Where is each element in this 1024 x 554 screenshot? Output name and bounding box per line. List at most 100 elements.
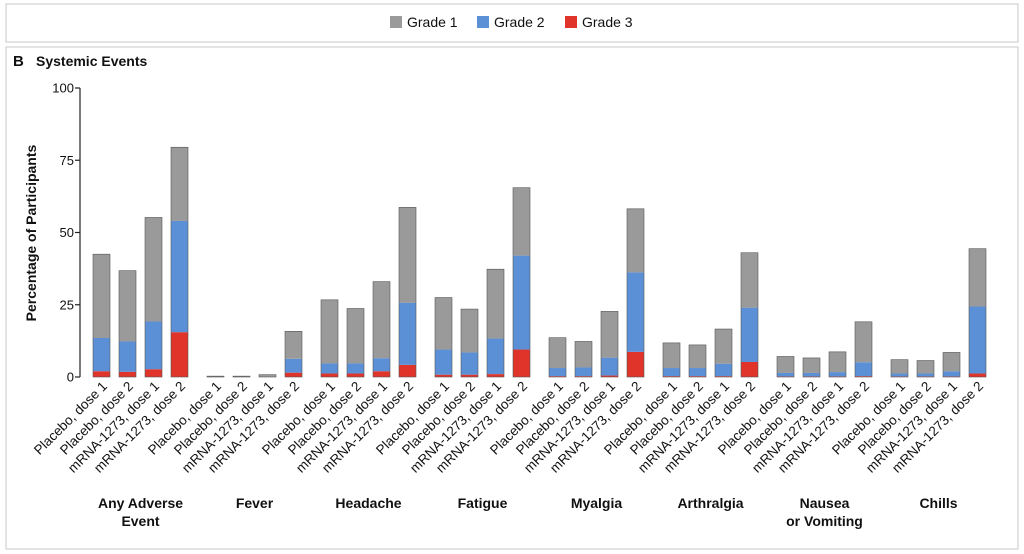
bar-grade2 [741,307,758,362]
bar-outline [372,281,391,378]
bar-grade1 [575,341,592,368]
bar-grade3 [435,374,452,377]
bar-outline [284,331,303,378]
bar-outline [916,360,935,378]
bar-grade2 [663,368,680,377]
group-label: Fatigue [458,495,508,511]
group-label: Myalgia [571,495,623,511]
bar-grade2 [943,371,960,377]
bar-outline [828,351,847,378]
y-tick-label: 0 [67,370,74,385]
bar-grade1 [259,374,276,377]
bar-grade3 [513,349,530,377]
bar-grade2 [285,358,302,373]
bar-grade3 [601,375,618,377]
legend-label-1: Grade 1 [407,14,458,30]
bar-grade3 [399,364,416,377]
bar-grade3 [487,374,504,377]
bar-outline [600,311,619,378]
group-label: Fever [236,495,274,511]
bar-outline [346,308,365,378]
bar-grade2 [549,368,566,377]
bar-grade1 [663,342,680,369]
bar-grade2 [171,220,188,333]
chart-title: Systemic Events [36,53,147,69]
bar-grade1 [435,297,452,350]
legend-box [5,3,1019,43]
bar-grade3 [741,361,758,377]
bar-grade1 [777,356,794,373]
bar-outline [688,344,707,378]
bar-grade1 [715,329,732,364]
bar-grade1 [891,359,908,374]
bar-grade2 [689,368,706,377]
group-label: Chills [919,495,957,511]
bar-grade2 [627,272,644,352]
bar-grade1 [549,337,566,369]
bar-grade2 [715,363,732,377]
bar-grade1 [373,281,390,359]
bar-outline [170,146,189,378]
bar-grade2 [321,363,338,374]
bar-outline [258,374,277,378]
bar-outline [548,337,567,378]
bar-outline [398,207,417,378]
bar-outline [714,328,733,378]
bar-grade3 [855,376,872,377]
group-label: Nausea [800,495,850,511]
bar-outline [486,268,505,378]
legend-swatch-2 [477,16,489,28]
bar-grade1 [513,187,530,256]
y-tick-label: 100 [52,81,74,96]
group-label: Arthralgia [677,495,743,511]
bar-outline [776,356,795,378]
bar-outline [854,321,873,378]
bar-grade3 [663,376,680,377]
legend-label-3: Grade 3 [582,14,633,30]
bar-grade2 [601,357,618,376]
bar-grade2 [145,321,162,370]
bar-outline [802,357,821,378]
bar-grade2 [435,349,452,375]
group-label: Event [121,513,159,529]
bar-grade1 [943,352,960,372]
bar-grade3 [347,373,364,377]
bar-grade3 [461,374,478,377]
bar-outline [740,252,759,378]
bar-grade1 [855,321,872,363]
bar-outline [626,208,645,378]
bar-grade3 [575,376,592,377]
y-tick-label: 25 [60,297,74,312]
bar-grade2 [829,372,846,377]
bar-outline [942,352,961,378]
bar-grade3 [373,371,390,377]
bar-grade1 [321,299,338,364]
bar-grade2 [917,373,934,377]
bar-outline [232,375,251,378]
bar-outline [144,217,163,378]
bar-grade1 [119,270,136,342]
bar-grade3 [969,373,986,377]
bar-outline [662,342,681,378]
bar-grade2 [969,306,986,374]
bar-grade1 [93,254,110,338]
bar-grade2 [575,367,592,377]
bar-grade3 [285,372,302,377]
bar-grade1 [285,331,302,359]
group-labels: Any Adverse Event Fever Headache Fatigue Myal… [98,495,958,529]
bar-grade1 [829,351,846,373]
bar-outline [320,299,339,378]
axes: 0 25 50 75 100 [52,81,81,385]
bar-grade3 [627,351,644,377]
bar-grade2 [487,338,504,375]
bar-grade1 [233,376,250,377]
bar-grade2 [855,362,872,377]
bar-grade1 [207,376,224,377]
y-axis-label: Percentage of Participants [23,144,39,321]
bar-grade1 [487,269,504,339]
bar-grade1 [689,344,706,369]
bar-grade2 [461,352,478,375]
bar-grade2 [373,358,390,372]
